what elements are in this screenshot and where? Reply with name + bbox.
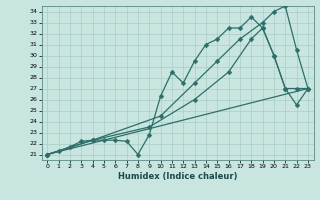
- X-axis label: Humidex (Indice chaleur): Humidex (Indice chaleur): [118, 172, 237, 181]
